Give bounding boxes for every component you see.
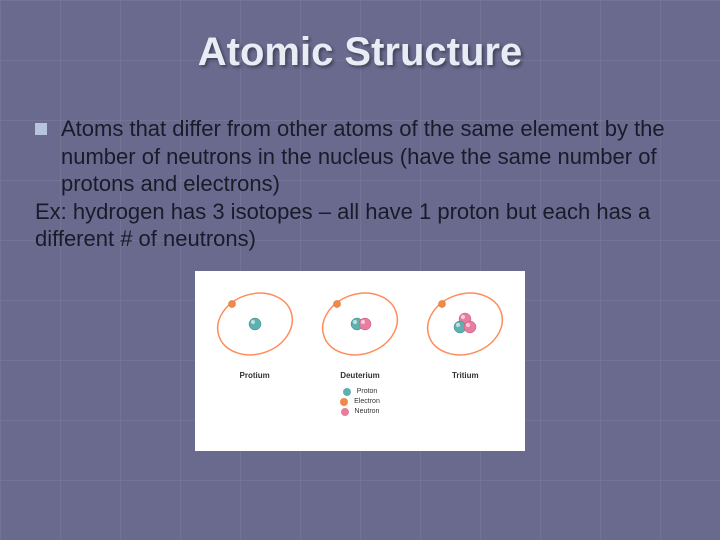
- isotope-row: Protium Deuterium Tritium: [205, 279, 515, 380]
- isotope-label: Deuterium: [340, 371, 380, 380]
- proton-dot-icon: [343, 388, 351, 396]
- slide: Atomic Structure Atoms that differ from …: [0, 0, 720, 540]
- isotope-label: Protium: [240, 371, 270, 380]
- example-text: Ex: hydrogen has 3 isotopes – all have 1…: [35, 198, 685, 253]
- highlight: [361, 319, 365, 323]
- isotope-deuterium: Deuterium: [310, 279, 409, 380]
- atom-illustration: [420, 279, 510, 369]
- slide-title: Atomic Structure: [35, 30, 685, 75]
- square-bullet-icon: [35, 123, 47, 135]
- neutron-particle: [359, 318, 371, 330]
- isotope-label: Tritium: [452, 371, 479, 380]
- isotope-diagram: Protium Deuterium Tritium Proton Electron Ne…: [195, 271, 525, 451]
- proton-particle: [249, 318, 261, 330]
- highlight: [461, 314, 465, 318]
- atom-illustration: [210, 279, 300, 369]
- electron-dot-icon: [340, 398, 348, 406]
- legend-label: Proton: [357, 388, 378, 395]
- highlight: [251, 319, 255, 323]
- slide-content: Atoms that differ from other atoms of th…: [35, 115, 685, 253]
- isotope-definition: Atoms that differ from other atoms of th…: [61, 116, 665, 196]
- highlight: [466, 322, 470, 326]
- isotope-tritium: Tritium: [416, 279, 515, 380]
- neutron-dot-icon: [341, 408, 349, 416]
- highlight: [456, 322, 460, 326]
- legend-row-electron: Electron: [340, 398, 380, 406]
- legend-row-proton: Proton: [343, 388, 378, 396]
- legend-row-neutron: Neutron: [341, 408, 380, 416]
- bullet-item: Atoms that differ from other atoms of th…: [35, 115, 685, 198]
- atom-illustration: [315, 279, 405, 369]
- bullet-text: Atoms that differ from other atoms of th…: [61, 115, 685, 198]
- particle-legend: Proton Electron Neutron: [205, 388, 515, 416]
- isotope-protium: Protium: [205, 279, 304, 380]
- legend-label: Neutron: [355, 408, 380, 415]
- neutron-particle: [464, 321, 476, 333]
- electron-particle: [439, 300, 446, 307]
- electron-particle: [333, 300, 340, 307]
- highlight: [353, 319, 357, 323]
- legend-label: Electron: [354, 398, 380, 405]
- electron-particle: [228, 300, 235, 307]
